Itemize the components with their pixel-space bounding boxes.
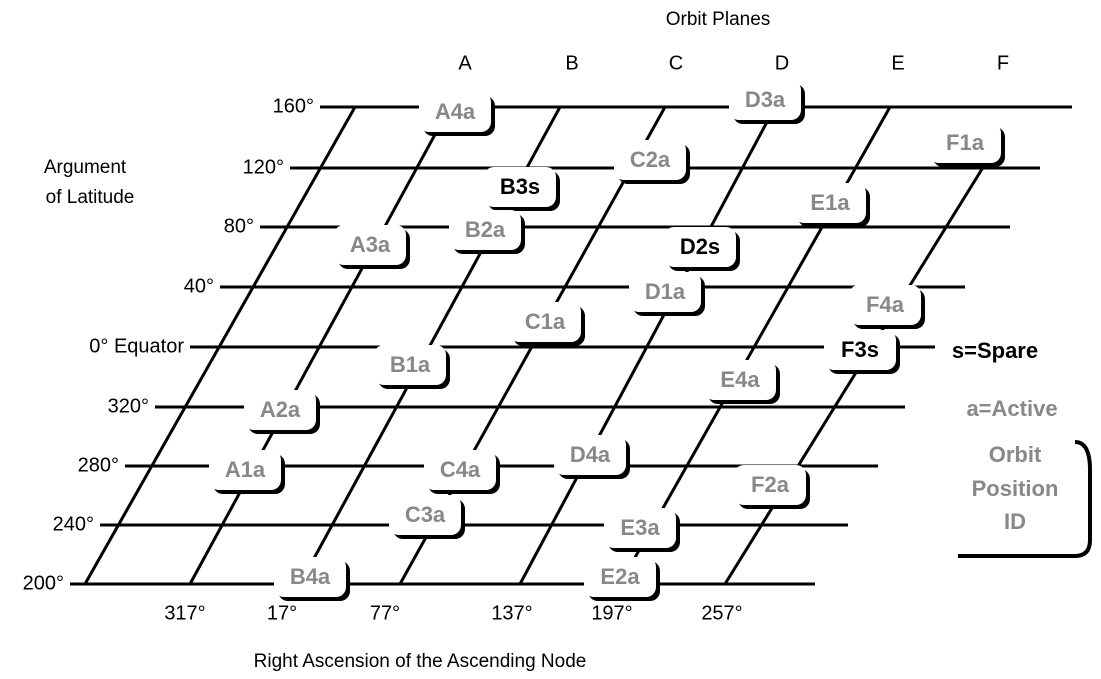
- plane-label: F: [997, 52, 1009, 74]
- satellite-label: D3a: [745, 87, 786, 112]
- plane-label: C: [669, 52, 683, 74]
- satellite-label: B2a: [465, 217, 506, 242]
- latitude-label: 320°: [108, 395, 149, 417]
- satellite-box: [374, 345, 446, 385]
- raan-label: 137°: [491, 602, 532, 624]
- latitude-label: 160°: [273, 95, 314, 117]
- satellite-label: B3s: [500, 174, 540, 199]
- satellite-label: A4a: [435, 99, 476, 124]
- satellite-label: C1a: [525, 309, 566, 334]
- y-axis-label: Argument: [44, 157, 127, 178]
- latitude-label: 80°: [224, 215, 254, 237]
- satellite-box: [244, 390, 316, 430]
- satellite-box: [614, 140, 686, 180]
- satellite-label: F1a: [946, 130, 985, 155]
- y-axis-label: of Latitude: [46, 187, 135, 208]
- raan-label: 317°: [164, 602, 205, 624]
- satellite-box: [824, 330, 896, 370]
- raan-label: 197°: [591, 602, 632, 624]
- plane-label: E: [891, 52, 904, 74]
- legend-active: a=Active: [966, 396, 1057, 421]
- plane-label: B: [565, 52, 578, 74]
- satellite-box: [274, 557, 346, 597]
- satellite-box: [424, 450, 496, 490]
- latitude-label: 200°: [23, 572, 64, 594]
- satellite-label: D4a: [570, 442, 611, 467]
- satellite-box: [419, 92, 491, 132]
- satellite-label: B4a: [290, 564, 331, 589]
- legend-spare: s=Spare: [952, 338, 1038, 363]
- satellite-label: E3a: [620, 515, 660, 540]
- satellite-box: [209, 450, 281, 490]
- satellite-box: [584, 557, 656, 597]
- satellite-box: [604, 508, 676, 548]
- latitude-label: 280°: [78, 454, 119, 476]
- satellite-label: A3a: [350, 232, 391, 257]
- legend-box-shadow: [958, 440, 1092, 558]
- satellite-label: A2a: [260, 397, 301, 422]
- satellite-label: A1a: [225, 457, 266, 482]
- plane-line: [83, 106, 357, 585]
- satellite-box: [929, 123, 1001, 163]
- satellite-box: [509, 302, 581, 342]
- x-axis-label: Right Ascension of the Ascending Node: [254, 651, 587, 672]
- latitude-label: 240°: [53, 513, 94, 535]
- satellite-box: [729, 80, 801, 120]
- plane-line: [518, 106, 777, 585]
- satellite-label: F2a: [751, 472, 790, 497]
- satellite-label: E1a: [810, 190, 850, 215]
- plane-line: [188, 106, 452, 585]
- legend-id: Orbit: [989, 442, 1042, 467]
- satellite-box: [704, 360, 776, 400]
- satellite-box: [484, 167, 556, 207]
- legend-id: ID: [1004, 509, 1026, 534]
- satellite-label: D2s: [680, 234, 720, 259]
- satellite-box: [849, 285, 921, 325]
- satellite-label: E2a: [600, 564, 640, 589]
- plane-label: D: [775, 52, 789, 74]
- satellite-box: [734, 465, 806, 505]
- satellite-label: F3s: [841, 337, 879, 362]
- title: Orbit Planes: [666, 9, 771, 30]
- satellite-label: C3a: [405, 502, 446, 527]
- satellite-box: [629, 272, 701, 312]
- plane-label: A: [458, 52, 472, 74]
- satellite-label: E4a: [720, 367, 760, 392]
- satellite-box: [449, 210, 521, 250]
- satellite-box: [554, 435, 626, 475]
- satellite-box: [334, 225, 406, 265]
- satellite-label: C4a: [440, 457, 481, 482]
- satellite-box: [794, 183, 866, 223]
- latitude-label: 0° Equator: [89, 335, 184, 357]
- satellite-label: D1a: [645, 279, 686, 304]
- latitude-label: 120°: [243, 156, 284, 178]
- raan-label: 77°: [370, 602, 400, 624]
- satellite-label: F4a: [866, 292, 905, 317]
- latitude-label: 40°: [184, 275, 214, 297]
- raan-label: 257°: [701, 602, 742, 624]
- satellite-box: [664, 227, 736, 267]
- raan-label: 17°: [267, 602, 297, 624]
- satellite-box: [389, 495, 461, 535]
- satellite-label: C2a: [630, 147, 671, 172]
- legend-id: Position: [972, 476, 1059, 501]
- satellite-label: B1a: [390, 352, 431, 377]
